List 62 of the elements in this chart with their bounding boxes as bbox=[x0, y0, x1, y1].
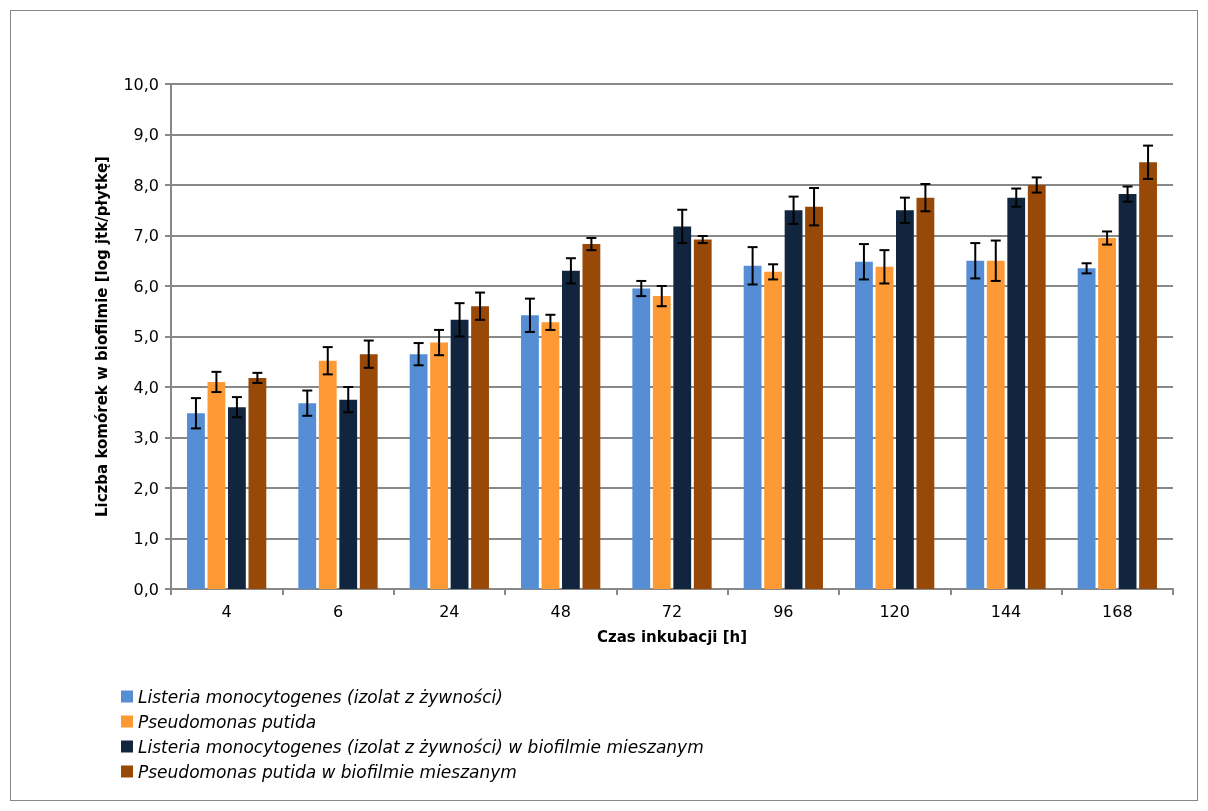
y-tick-label: 5,0 bbox=[133, 327, 159, 346]
bar bbox=[359, 354, 378, 589]
bar bbox=[450, 319, 469, 589]
x-tick-label: 24 bbox=[439, 601, 460, 621]
bar bbox=[764, 271, 782, 589]
y-tick-label: 0,0 bbox=[133, 579, 159, 599]
bar bbox=[1139, 162, 1157, 589]
x-tick-label: 4 bbox=[221, 601, 232, 621]
x-tick-label: 120 bbox=[879, 601, 910, 621]
y-tick-label: 1,0 bbox=[133, 529, 159, 548]
bar bbox=[562, 270, 580, 589]
bar bbox=[521, 315, 539, 589]
bar bbox=[805, 206, 823, 589]
bar bbox=[896, 210, 914, 589]
x-tick-label: 48 bbox=[550, 601, 571, 621]
bar bbox=[916, 197, 935, 589]
y-tick-label: 3,0 bbox=[133, 428, 159, 447]
y-tick-label: 7,0 bbox=[133, 226, 159, 245]
bar bbox=[298, 403, 317, 589]
bar bbox=[1098, 238, 1116, 589]
legend-label: Pseudomonas putida bbox=[138, 711, 317, 732]
y-tick-label: 8,0 bbox=[133, 175, 159, 195]
bar bbox=[632, 288, 651, 589]
legend-label: Listeria monocytogenes (izolat z żywności) bbox=[138, 686, 503, 707]
bar bbox=[966, 260, 985, 589]
bar bbox=[875, 266, 894, 589]
y-tick-label: 9,0 bbox=[133, 125, 159, 144]
bar bbox=[1077, 268, 1096, 589]
bar bbox=[187, 413, 205, 589]
bar bbox=[318, 360, 337, 589]
legend-label: Pseudomonas putida w biofilmie mieszanym bbox=[138, 761, 517, 782]
x-axis-title: Czas inkubacji [h] bbox=[596, 627, 748, 646]
y-tick-label: 6,0 bbox=[133, 276, 159, 296]
bar bbox=[339, 399, 358, 589]
bar bbox=[248, 377, 267, 589]
bar bbox=[582, 244, 601, 589]
bar bbox=[855, 261, 873, 589]
x-tick-label: 72 bbox=[661, 601, 683, 621]
bar bbox=[784, 210, 803, 589]
y-axis-title: Liczba komórek w biofilmie [log jtk/płytkę] bbox=[92, 156, 111, 517]
bar bbox=[652, 296, 671, 589]
y-tick-label: 4,0 bbox=[133, 377, 159, 397]
bar bbox=[673, 226, 692, 589]
x-tick-label: 96 bbox=[773, 601, 794, 621]
bar bbox=[207, 381, 226, 589]
bar bbox=[409, 354, 428, 589]
bar bbox=[743, 265, 762, 589]
y-tick-label: 10,0 bbox=[123, 74, 159, 94]
bar bbox=[1007, 197, 1026, 589]
legend-label: Listeria monocytogenes (izolat z żywności) w biofilmie mieszanym bbox=[138, 736, 704, 757]
bar bbox=[693, 239, 712, 589]
bar bbox=[1118, 194, 1137, 589]
x-tick-label: 144 bbox=[990, 601, 1022, 621]
bar bbox=[1027, 185, 1046, 589]
y-tick-label: 2,0 bbox=[133, 478, 159, 498]
x-tick-label: 168 bbox=[1102, 601, 1133, 621]
bar bbox=[541, 322, 560, 589]
bar bbox=[430, 342, 448, 589]
bar bbox=[471, 306, 489, 589]
x-tick-label: 6 bbox=[332, 601, 344, 621]
bar bbox=[986, 260, 1005, 589]
bar bbox=[228, 407, 246, 589]
